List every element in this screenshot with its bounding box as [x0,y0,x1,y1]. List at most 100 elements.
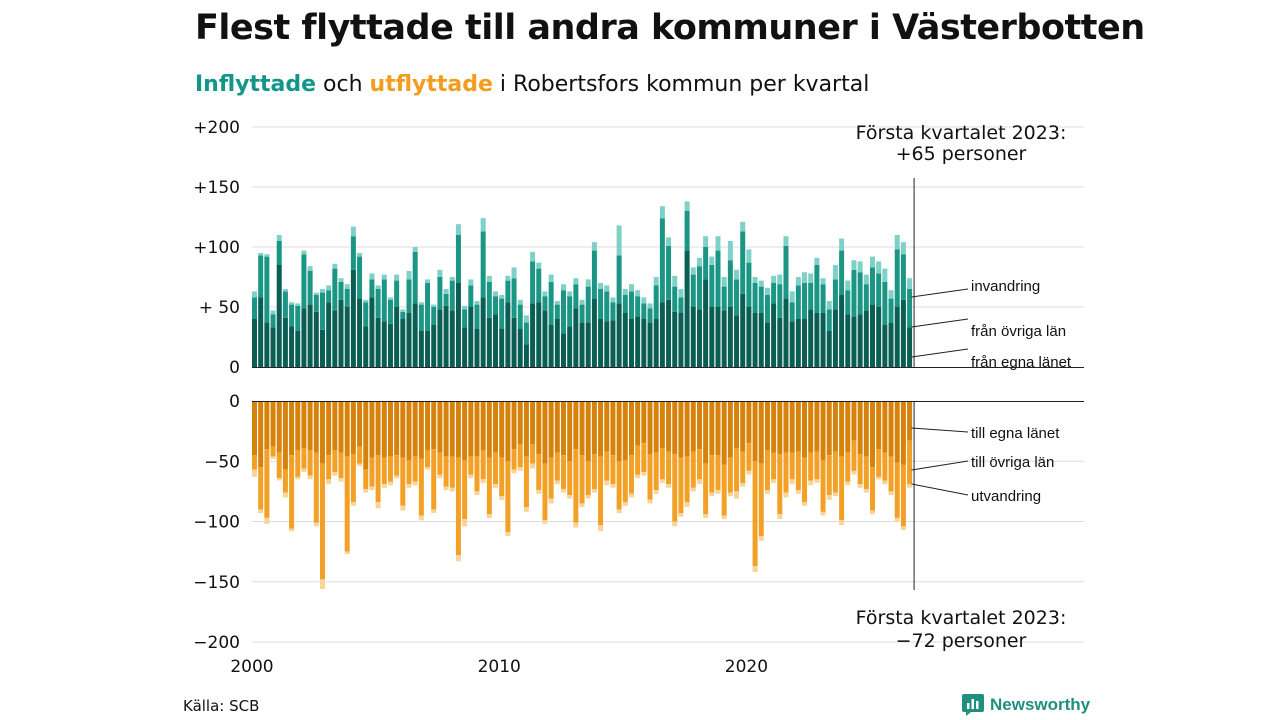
bar-in-immigration [443,289,449,294]
legend-out-same-county-leader [911,427,969,433]
bar-out-emigration [412,481,418,486]
bar-in-same-county [567,326,573,367]
bar-in-immigration [561,284,566,291]
bar-out-same-county [418,401,424,459]
bar-out-same-county [579,401,585,456]
bar-out-same-county [876,401,882,450]
bar-in-same-county [820,313,826,367]
bar-in-same-county [289,326,295,367]
bar-out-same-county [628,401,634,456]
bar-in-other-county [882,281,888,325]
bar-out-same-county [350,401,356,455]
bar-out-other-county [585,461,591,495]
bar-in-same-county [511,317,517,367]
bar-out-emigration [870,510,875,515]
bar-out-same-county [282,401,288,470]
bar-out-other-county [783,452,789,493]
bar-in-same-county [709,307,715,367]
bar-out-emigration [585,494,591,499]
bar-in-immigration [894,235,900,250]
brand-logo: Newsworthy [962,694,1090,716]
bar-out-emigration [876,476,882,480]
bar-out-other-county [425,450,431,468]
legend-out-emigration-leader [911,483,969,496]
bar-out-emigration [826,494,832,500]
bar-out-other-county [387,456,393,482]
bar-out-emigration [727,492,733,497]
bar-in-other-county [826,309,832,331]
bar-in-immigration [641,297,647,304]
bar-in-other-county [264,256,270,323]
bar-in-same-county [431,325,437,367]
bar-out-emigration [319,579,325,589]
bar-out-emigration [480,479,486,483]
bar-in-same-county [276,265,282,367]
bar-in-other-county [579,304,585,323]
subtitle-outflow-word: utflyttade [369,72,493,97]
bar-out-same-county [622,401,628,461]
bar-out-emigration [721,515,727,520]
bar-out-same-county [412,401,418,457]
bar-out-other-county [678,457,684,514]
annotation-top-line2: +65 personer [896,143,1027,165]
bar-out-same-county [252,401,257,456]
bar-in-immigration [276,235,282,241]
bar-out-other-county [381,457,387,485]
bar-in-immigration [814,257,820,265]
bar-out-same-county [486,401,492,458]
bar-out-same-county [536,401,542,455]
bar-in-immigration [468,279,474,286]
bar-out-same-county [672,401,678,455]
bar-in-immigration [326,285,332,291]
bar-out-other-county [635,445,641,475]
bar-in-same-county [740,293,746,367]
bar-out-emigration [561,488,566,493]
bar-out-emigration [696,479,702,485]
bar-out-same-county [900,401,906,465]
bar-out-other-county [734,447,740,492]
bar-in-immigration [684,201,690,211]
bar-in-other-county [394,280,400,307]
bar-out-emigration [344,551,350,555]
bar-in-immigration [882,268,888,282]
bar-out-same-county [610,401,616,456]
bar-out-emigration [882,480,888,485]
annotation-bottom-line1: Första kvartalet 2023: [856,607,1067,629]
bar-in-same-county [332,310,338,367]
bar-in-other-county [530,261,536,304]
bar-in-immigration [493,291,499,297]
bar-in-same-county [752,313,758,367]
bar-in-immigration [282,289,288,292]
bar-in-same-county [350,269,356,367]
bar-out-same-county [839,401,845,457]
bar-out-same-county [301,401,307,448]
bar-in-same-county [789,321,795,367]
bar-in-same-county [604,321,610,367]
bar-out-same-county [894,401,900,463]
bar-in-immigration [740,221,746,232]
bar-in-same-county [474,328,480,367]
bar-out-same-county [406,401,412,461]
bar-out-emigration [530,463,536,469]
bar-in-same-county [338,299,344,367]
bar-out-emigration [270,456,276,459]
bar-in-immigration [734,269,740,280]
y-tick-label-top: +100 [193,238,240,258]
bar-out-same-county [690,401,696,452]
bar-out-emigration [622,502,628,506]
chart-title: Flest flyttade till andra kommuner i Väs… [195,8,1145,48]
bar-out-emigration [808,480,814,486]
bar-in-other-county [536,268,542,303]
bar-in-other-county [338,281,344,300]
bar-in-same-county [857,314,863,367]
bar-out-emigration [307,475,313,480]
bar-out-same-county [400,401,406,458]
bar-in-other-county [357,256,363,299]
bar-out-other-county [900,464,906,527]
bar-out-same-county [567,401,573,462]
bar-out-other-county [740,451,746,483]
bar-out-emigration [635,474,641,479]
bar-in-other-county [832,279,838,310]
bar-in-other-county [326,290,332,303]
bar-out-emigration [468,474,474,479]
